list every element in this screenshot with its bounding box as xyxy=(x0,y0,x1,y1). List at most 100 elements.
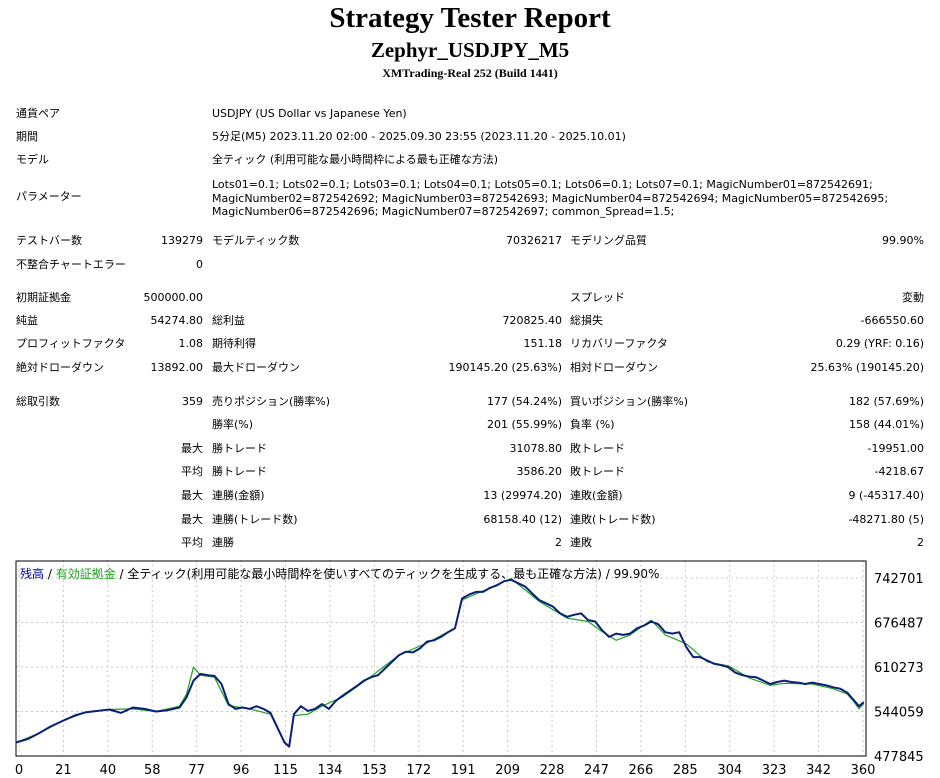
model-value: 全ティック (利用可能な最小時間枠による最も正確な方法) xyxy=(212,153,499,166)
x-tick-label: 360 xyxy=(851,763,876,778)
x-tick-label: 40 xyxy=(100,763,117,778)
x-tick-label: 21 xyxy=(55,763,72,778)
consec-win-money-label: 連勝(金額) xyxy=(212,489,265,502)
avg-label: 平均 xyxy=(181,465,203,478)
legend-sep: / xyxy=(44,567,56,581)
x-tick-label: 0 xyxy=(15,763,23,778)
plot-frame xyxy=(15,560,867,757)
quality-value: 99.90% xyxy=(882,234,924,247)
max-label-2: 最大 xyxy=(181,489,203,502)
avg-label-2: 平均 xyxy=(181,536,203,549)
abs-dd-value: 13892.00 xyxy=(150,361,204,374)
avg-consec-loss-value: 2 xyxy=(917,536,924,549)
lossrate-label: 負率 (%) xyxy=(570,418,615,431)
long-value: 182 (57.69%) xyxy=(848,395,924,408)
x-tick-label: 96 xyxy=(233,763,250,778)
pf-value: 1.08 xyxy=(178,337,204,350)
consec-win-count-label: 連勝(トレード数) xyxy=(212,513,298,526)
expected-value: 151.18 xyxy=(523,337,563,350)
quality-label: モデリング品質 xyxy=(570,234,647,247)
y-tick-label: 610273 xyxy=(874,661,924,676)
x-tick-label: 304 xyxy=(717,763,742,778)
x-tick-label: 58 xyxy=(144,763,161,778)
x-tick-label: 228 xyxy=(540,763,565,778)
chart-legend: 残高 / 有効証拠金 / 全ティック(利用可能な最小時間枠を使いすべてのティック… xyxy=(20,565,659,582)
expert-name: Zephyr_USDJPY_M5 xyxy=(370,38,570,62)
legend-model: / 全ティック(利用可能な最小時間枠を使いすべてのティックを生成する、最も正確な… xyxy=(115,567,660,581)
gross-profit-value: 720825.40 xyxy=(502,314,563,327)
winrate-label: 勝率(%) xyxy=(212,418,254,431)
params-value: Lots01=0.1; Lots02=0.1; Lots03=0.1; Lots… xyxy=(212,178,889,218)
y-tick-label: 676487 xyxy=(874,617,924,632)
trades-value: 359 xyxy=(182,395,203,408)
spread-label: スプレッド xyxy=(570,291,625,304)
avg-loss-label: 敗トレード xyxy=(570,465,625,478)
worst-trade-label: 敗トレード xyxy=(570,442,625,455)
mismatch-value: 0 xyxy=(196,258,203,271)
legend-balance: 残高 xyxy=(20,567,45,581)
x-tick-label: 115 xyxy=(273,763,298,778)
net-label: 純益 xyxy=(16,314,38,327)
avg-win-label: 勝トレード xyxy=(212,465,267,478)
avg-win-value: 3586.20 xyxy=(516,465,563,478)
short-value: 177 (54.24%) xyxy=(486,395,562,408)
spread-value: 変動 xyxy=(902,291,924,304)
max-dd-value: 190145.20 (25.63%) xyxy=(448,361,562,374)
deposit-label: 初期証拠金 xyxy=(16,291,71,304)
x-tick-label: 247 xyxy=(584,763,609,778)
lossrate-value: 158 (44.01%) xyxy=(848,418,924,431)
consec-loss-count-label: 連敗(トレード数) xyxy=(570,513,656,526)
short-label: 売りポジション(勝率%) xyxy=(212,395,331,408)
gross-profit-label: 総利益 xyxy=(212,314,245,327)
symbol-label: 通貨ペア xyxy=(16,107,60,120)
max-label: 最大 xyxy=(181,442,203,455)
server-build: XMTrading-Real 252 (Build 1441) xyxy=(382,66,558,80)
equity-line xyxy=(15,577,865,748)
mismatch-label: 不整合チャートエラー xyxy=(16,258,126,271)
max-dd-label: 最大ドローダウン xyxy=(212,361,300,374)
x-tick-label: 172 xyxy=(406,763,431,778)
max-label-3: 最大 xyxy=(181,513,203,526)
pf-label: プロフィットファクタ xyxy=(16,337,126,350)
x-tick-label: 209 xyxy=(495,763,520,778)
params-label: パラメーター xyxy=(16,190,82,203)
legend-equity: 有効証拠金 xyxy=(55,567,116,581)
consec-loss-money-value: 9 (-45317.40) xyxy=(848,489,924,502)
expected-label: 期待利得 xyxy=(212,337,256,350)
best-trade-value: 31078.80 xyxy=(509,442,563,455)
y-tick-label: 477845 xyxy=(874,750,924,765)
x-tick-label: 77 xyxy=(188,763,205,778)
net-value: 54274.80 xyxy=(150,314,204,327)
bars-value: 139279 xyxy=(161,234,203,247)
winrate-value: 201 (55.99%) xyxy=(486,418,562,431)
y-tick-label: 742701 xyxy=(874,572,924,587)
rel-dd-value: 25.63% (190145.20) xyxy=(810,361,924,374)
x-tick-label: 153 xyxy=(362,763,387,778)
worst-trade-value: -19951.00 xyxy=(867,442,924,455)
x-tick-label: 285 xyxy=(673,763,698,778)
long-label: 買いポジション(勝率%) xyxy=(570,395,689,408)
best-trade-label: 勝トレード xyxy=(212,442,267,455)
gross-loss-label: 総損失 xyxy=(570,314,603,327)
consec-win-money-value: 13 (29974.20) xyxy=(483,489,562,502)
avg-consec-loss-label: 連敗 xyxy=(570,536,592,549)
ticks-label: モデルティック数 xyxy=(212,234,300,247)
consec-win-count-value: 68158.40 (12) xyxy=(483,513,562,526)
x-tick-label: 191 xyxy=(451,763,476,778)
x-tick-label: 323 xyxy=(762,763,787,778)
period-label: 期間 xyxy=(16,130,38,143)
abs-dd-label: 絶対ドローダウン xyxy=(16,361,104,374)
bars-label: テストバー数 xyxy=(16,234,82,247)
avg-consec-win-value: 2 xyxy=(555,536,562,549)
y-tick-label: 544059 xyxy=(874,706,924,721)
avg-consec-win-label: 連勝 xyxy=(212,536,234,549)
x-tick-label: 342 xyxy=(806,763,831,778)
consec-loss-money-label: 連敗(金額) xyxy=(570,489,623,502)
consec-loss-count-value: -48271.80 (5) xyxy=(848,513,924,526)
deposit-value: 500000.00 xyxy=(143,291,204,304)
gross-loss-value: -666550.60 xyxy=(860,314,924,327)
ticks-value: 70326217 xyxy=(506,234,562,247)
period-value: 5分足(M5) 2023.11.20 02:00 - 2025.09.30 23… xyxy=(212,130,626,143)
report-title: Strategy Tester Report xyxy=(329,2,611,34)
balance-chart: 0 21 40 58 77 96 115 134 153 172 191 209 228 247 266 28… xyxy=(15,560,924,778)
